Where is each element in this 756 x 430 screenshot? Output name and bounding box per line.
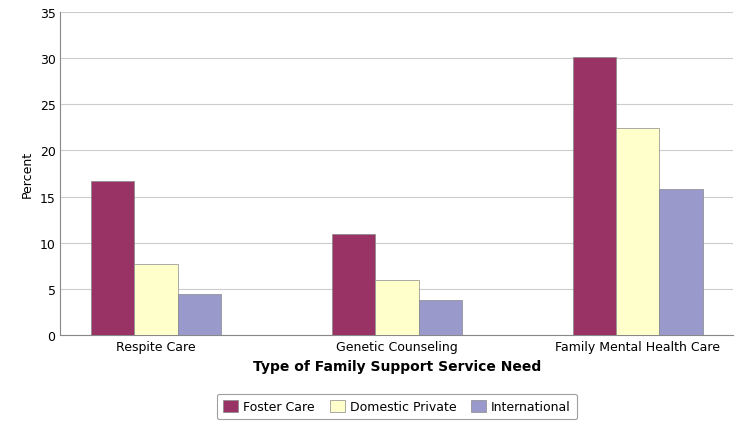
Y-axis label: Percent: Percent [21, 150, 34, 198]
Bar [91, 181, 135, 335]
Bar [135, 264, 178, 335]
Bar [573, 58, 616, 335]
Legend: Foster Care, Domestic Private, International: Foster Care, Domestic Private, Internati… [217, 394, 577, 419]
X-axis label: Type of Family Support Service Need: Type of Family Support Service Need [253, 359, 541, 373]
Bar [616, 129, 659, 335]
Bar [332, 234, 375, 335]
Bar [178, 294, 221, 335]
Bar [375, 280, 419, 335]
Bar [419, 301, 462, 335]
Bar [659, 190, 703, 335]
